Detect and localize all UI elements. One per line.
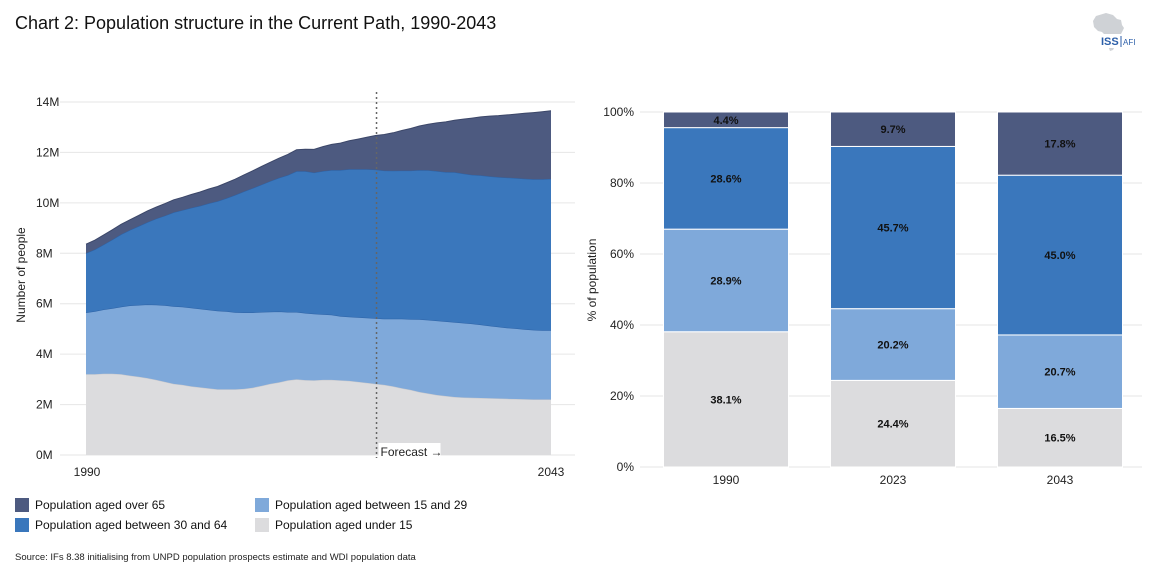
bar-segment-age15-29-1990 (663, 228, 789, 333)
x-tick-label: 1990 (713, 473, 740, 487)
bar-segment-label: 20.2% (877, 340, 908, 352)
area-edge-over65 (85, 110, 552, 245)
bar-segment-label: 24.4% (877, 419, 908, 431)
y-axis-label: % of population (585, 239, 599, 322)
area-age30-64 (86, 169, 551, 331)
legend-label-age30-64: Population aged between 30 and 64 (35, 518, 228, 532)
bar-segment-age30-64-1990 (663, 127, 789, 230)
y-tick-label: 12M (36, 145, 59, 159)
x-tick-label: 2023 (880, 473, 907, 487)
area-under15 (86, 373, 551, 455)
forecast-label-bg (378, 443, 441, 459)
bar-segment-label: 45.7% (877, 223, 908, 235)
bar-segment-over65-2023 (830, 111, 956, 147)
y-tick-label: 6M (36, 297, 53, 311)
iss-afi-logo: ISS AFI (1086, 10, 1142, 54)
bar-segment-label: 38.1% (710, 394, 741, 406)
chart-title: Chart 2: Population structure in the Cur… (15, 13, 497, 33)
y-tick-label: 60% (610, 247, 634, 261)
bar-segment-label: 45.0% (1044, 250, 1075, 262)
bar-segment-label: 28.9% (710, 275, 741, 287)
legend: Population aged over 65 Population aged … (15, 498, 615, 543)
bar-segment-label: 4.4% (713, 115, 738, 127)
x-tick-label: 2043 (538, 465, 565, 479)
legend-label-age15-29: Population aged between 15 and 29 (275, 498, 468, 512)
y-tick-label: 10M (36, 196, 59, 210)
y-tick-label: 0% (617, 460, 635, 474)
legend-item-under15: Population aged under 15 (255, 518, 412, 532)
y-tick-label: 4M (36, 347, 53, 361)
y-tick-label: 40% (610, 318, 634, 332)
legend-swatch-under15 (255, 518, 269, 532)
logo-text-afi: AFI (1123, 38, 1135, 47)
bar-segment-label: 9.7% (880, 124, 905, 136)
bar-segment-age30-64-2023 (830, 145, 956, 310)
y-tick-label: 20% (610, 389, 634, 403)
africa-map-icon: ISS AFI (1093, 13, 1135, 51)
bar-segment-label: 28.6% (710, 173, 741, 185)
legend-swatch-age15-29 (255, 498, 269, 512)
y-tick-label: 8M (36, 246, 53, 260)
legend-label-over65: Population aged over 65 (35, 498, 166, 512)
legend-item-over65: Population aged over 65 (15, 498, 165, 512)
y-tick-label: 0M (36, 448, 53, 462)
bar-segment-age30-64-2043 (997, 174, 1123, 336)
bar-segment-label: 20.7% (1044, 367, 1075, 379)
forecast-label: Forecast → (381, 445, 443, 459)
x-tick-label: 2043 (1047, 473, 1074, 487)
legend-swatch-age30-64 (15, 518, 29, 532)
charts-canvas: 0M 2M 4M 6M 8M 10M 12M 14M Forecast → 1990 2043 Num… (14, 92, 1142, 487)
bar-segment-under15-1990 (663, 331, 789, 468)
y-tick-label: 80% (610, 176, 634, 190)
bar-segment-age15-29-2023 (830, 308, 956, 381)
legend-item-age15-29: Population aged between 15 and 29 (255, 498, 467, 512)
bar-segment-over65-2043 (997, 111, 1123, 176)
bar-segment-label: 16.5% (1044, 433, 1075, 445)
area-over65 (86, 110, 551, 254)
bar-segment-label: 17.8% (1044, 139, 1075, 151)
area-age15-29 (86, 304, 551, 400)
stacked-bar-chart: 0% 20% 40% 60% 80% 100% 38.1% 28.9% 28.6% 4.4% 199… (585, 105, 1142, 487)
logo-text-iss: ISS (1101, 36, 1119, 48)
y-tick-label: 2M (36, 398, 53, 412)
legend-swatch-over65 (15, 498, 29, 512)
area-chart: 0M 2M 4M 6M 8M 10M 12M 14M Forecast → 1990 2043 Num… (14, 92, 575, 479)
legend-item-age30-64: Population aged between 30 and 64 (15, 518, 227, 532)
y-tick-label: 14M (36, 95, 59, 109)
source-note: Source: IFs 8.38 initialising from UNPD … (15, 552, 416, 563)
bar-segment-under15-2023 (830, 379, 956, 468)
bar-segment-over65-1990 (663, 111, 789, 129)
x-tick-label: 1990 (74, 465, 101, 479)
y-tick-label: 100% (603, 105, 634, 119)
legend-label-under15: Population aged under 15 (275, 518, 413, 532)
y-axis-label: Number of people (14, 227, 28, 323)
